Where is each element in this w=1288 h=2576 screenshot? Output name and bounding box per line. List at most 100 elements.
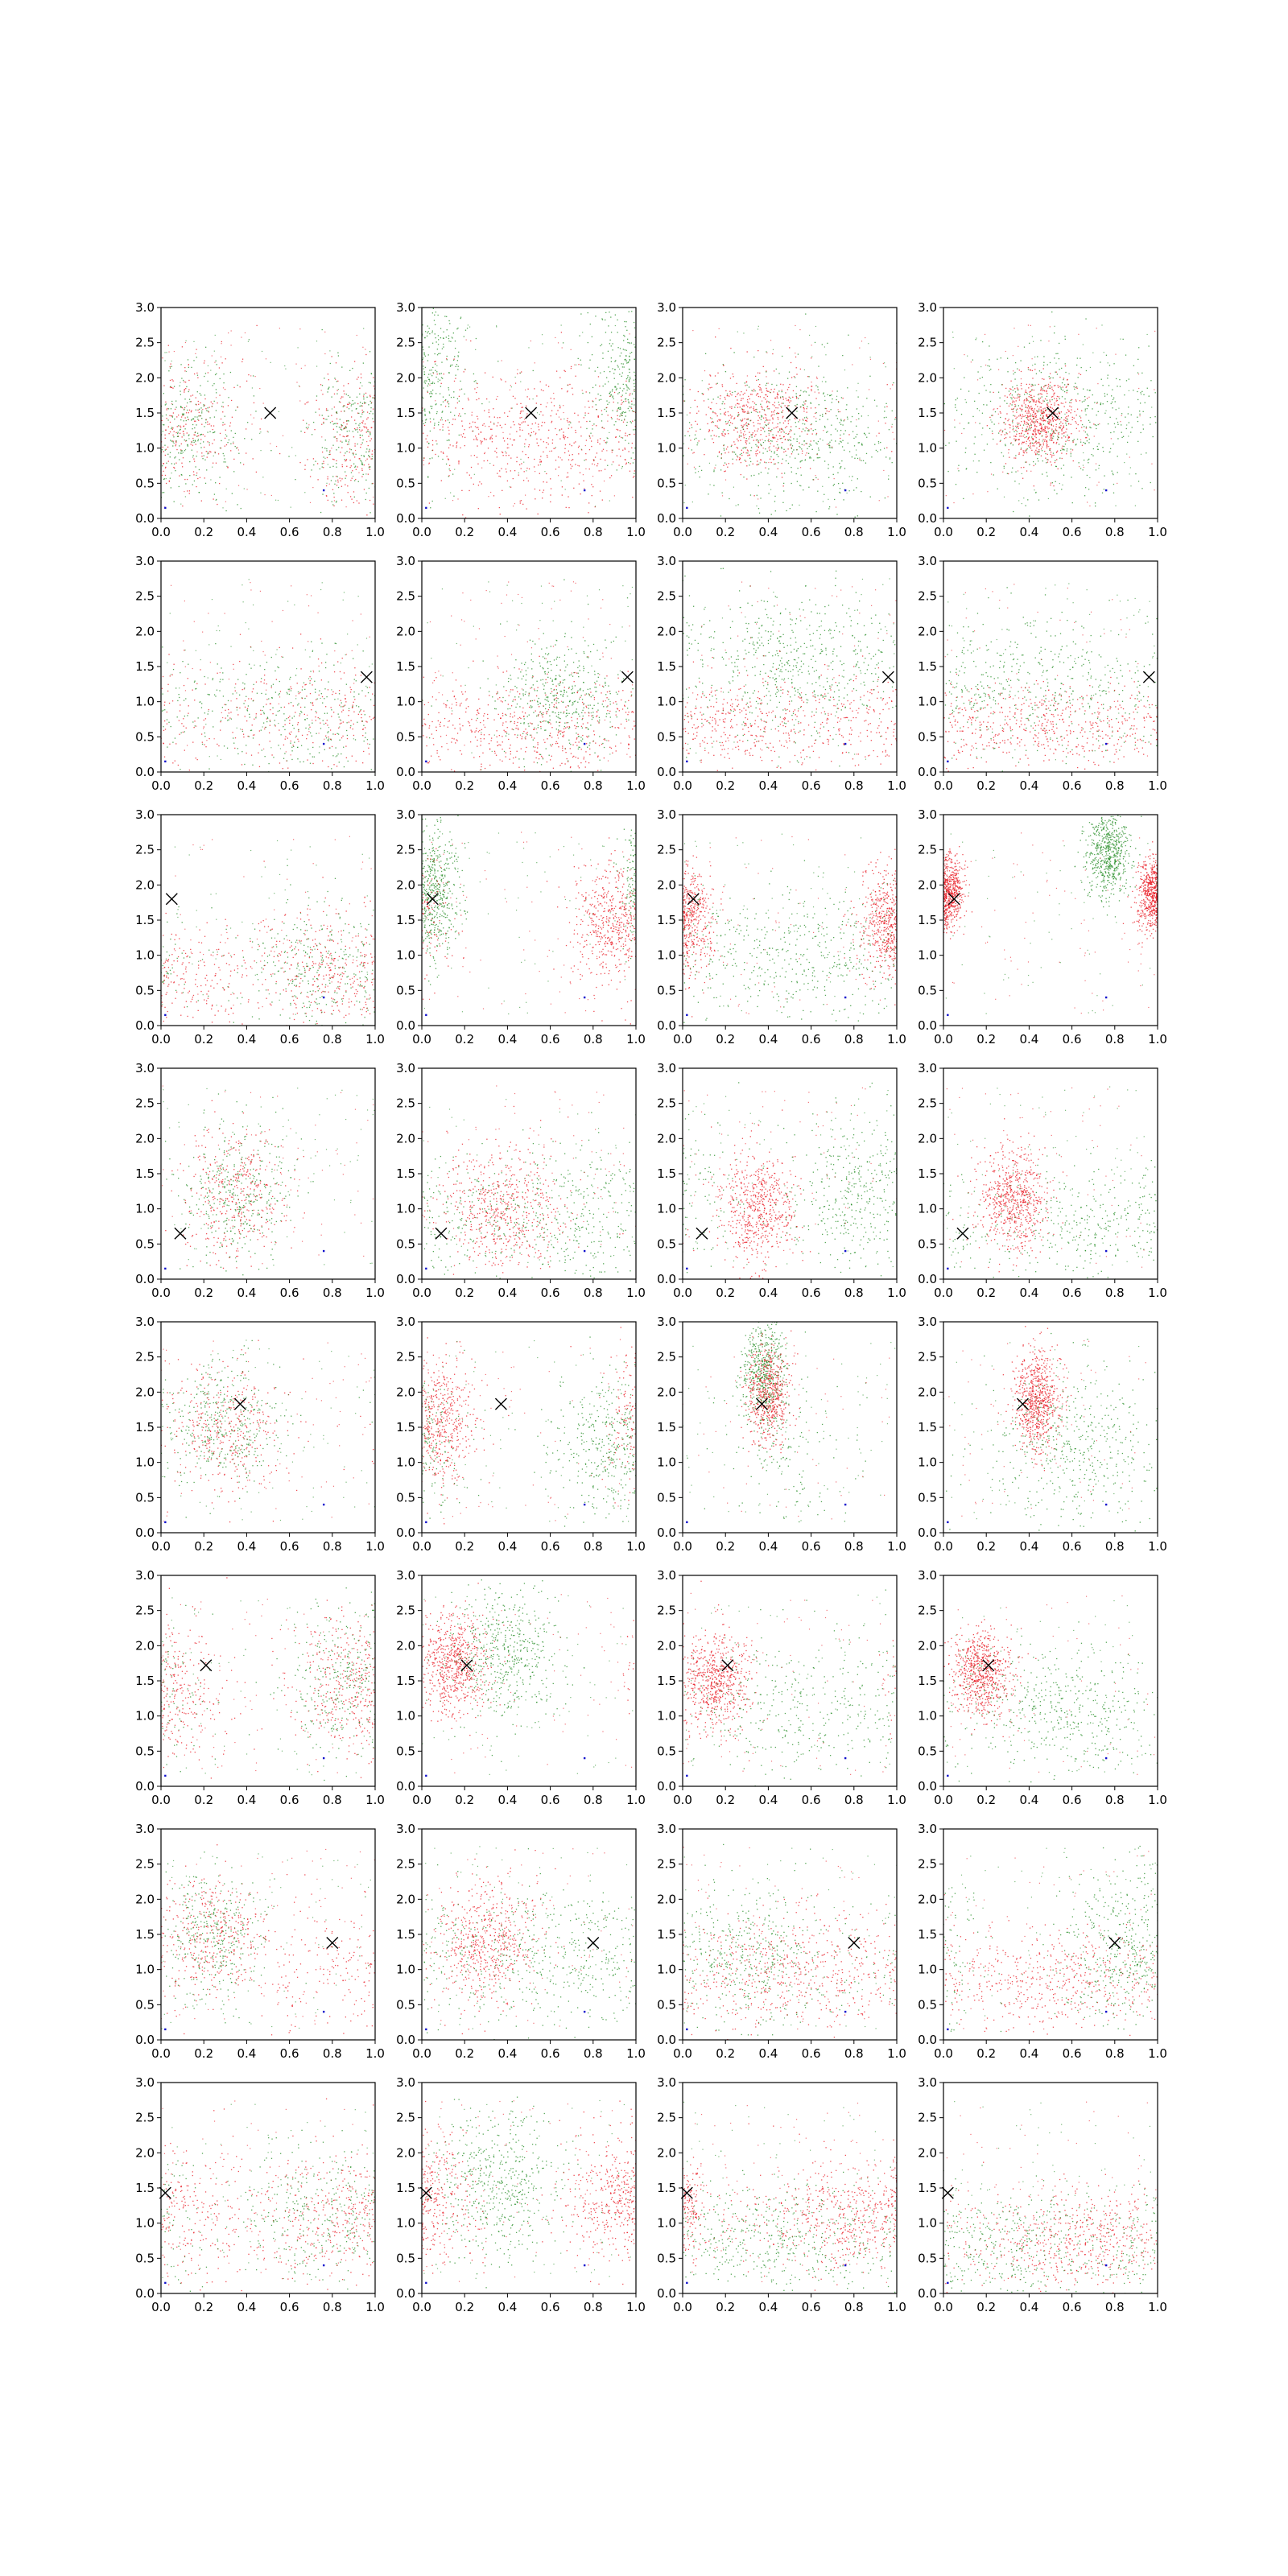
scatter-point bbox=[1035, 415, 1038, 417]
scatter-point bbox=[1063, 449, 1065, 451]
scatter-point bbox=[605, 441, 606, 444]
scatter-point bbox=[512, 421, 514, 423]
scatter-point bbox=[799, 419, 801, 421]
scatter-point bbox=[329, 350, 331, 352]
scatter-point bbox=[694, 434, 696, 436]
scatter-point bbox=[1076, 438, 1079, 440]
scatter-point bbox=[1061, 367, 1063, 369]
scatter-point bbox=[431, 444, 434, 446]
x-tick-label: 0.8 bbox=[323, 525, 342, 539]
scatter-point bbox=[318, 408, 320, 410]
scatter-point bbox=[448, 403, 450, 405]
scatter-point bbox=[477, 508, 479, 510]
scatter-point bbox=[741, 454, 743, 456]
scatter-point bbox=[1065, 371, 1067, 374]
scatter-point bbox=[354, 465, 357, 467]
scatter-point bbox=[718, 452, 720, 453]
scatter-point bbox=[1030, 424, 1032, 426]
scatter-point bbox=[1035, 449, 1037, 452]
scatter-point bbox=[494, 450, 496, 452]
scatter-point bbox=[597, 416, 599, 418]
scatter-point bbox=[747, 418, 749, 419]
scatter-point bbox=[1098, 481, 1100, 483]
scatter-point bbox=[424, 382, 427, 384]
scatter-point bbox=[241, 336, 242, 338]
scatter-point bbox=[325, 485, 328, 487]
scatter-point bbox=[747, 411, 749, 412]
scatter-point bbox=[343, 422, 345, 423]
scatter-point bbox=[323, 460, 324, 462]
scatter-point bbox=[711, 422, 712, 423]
scatter-point bbox=[787, 398, 790, 401]
scatter-point bbox=[1012, 467, 1013, 469]
y-tick-label: 1.5 bbox=[396, 406, 415, 420]
scatter-point bbox=[724, 462, 726, 464]
scatter-point bbox=[758, 473, 760, 475]
scatter-point bbox=[481, 467, 483, 469]
scatter-point bbox=[842, 482, 844, 484]
scatter-point bbox=[815, 477, 817, 479]
scatter-point bbox=[323, 418, 324, 419]
scatter-point bbox=[773, 437, 774, 439]
y-tick-label: 2.5 bbox=[918, 336, 937, 350]
scatter-point bbox=[291, 447, 293, 448]
scatter-point bbox=[1024, 436, 1026, 439]
scatter-point bbox=[1001, 384, 1003, 386]
scatter-point bbox=[174, 467, 175, 469]
scatter-point bbox=[1111, 395, 1113, 397]
scatter-point bbox=[589, 359, 591, 361]
scatter-point bbox=[510, 385, 511, 386]
scatter-point bbox=[1020, 467, 1022, 469]
scatter-point bbox=[184, 448, 187, 451]
scatter-point bbox=[1035, 400, 1038, 402]
scatter-point bbox=[758, 447, 759, 448]
scatter-point bbox=[1024, 421, 1026, 423]
scatter-point bbox=[475, 337, 477, 340]
scatter-point bbox=[1023, 415, 1025, 417]
scatter-point bbox=[357, 412, 359, 414]
scatter-point bbox=[817, 478, 819, 480]
scatter-point bbox=[755, 394, 758, 396]
x-tick-label: 0.2 bbox=[716, 525, 735, 539]
scatter-point bbox=[181, 452, 183, 454]
scatter-point bbox=[207, 431, 208, 433]
scatter-point bbox=[625, 380, 627, 382]
scatter-point bbox=[564, 370, 566, 373]
scatter-point bbox=[361, 462, 363, 464]
scatter-point bbox=[521, 407, 522, 408]
scatter-point bbox=[360, 710, 361, 712]
scatter-point bbox=[793, 449, 795, 451]
scatter-point bbox=[835, 440, 836, 442]
scatter-point bbox=[604, 408, 605, 411]
scatter-point bbox=[1034, 401, 1036, 402]
scatter-point bbox=[815, 420, 817, 423]
scatter-point bbox=[751, 434, 753, 436]
scatter-point bbox=[495, 398, 497, 400]
scatter-point bbox=[716, 420, 719, 422]
scatter-point bbox=[970, 361, 972, 363]
scatter-point bbox=[766, 395, 769, 398]
scatter-point bbox=[612, 389, 613, 390]
scatter-point bbox=[629, 356, 630, 357]
scatter-point bbox=[177, 700, 179, 702]
scatter-point bbox=[1030, 413, 1031, 415]
x-tick-label: 1.0 bbox=[887, 525, 906, 539]
scatter-point bbox=[188, 398, 191, 400]
scatter-point bbox=[871, 456, 873, 458]
scatter-point bbox=[709, 407, 712, 410]
scatter-point bbox=[777, 444, 778, 446]
scatter-point bbox=[213, 493, 216, 495]
scatter-point bbox=[1027, 366, 1030, 369]
scatter-point bbox=[553, 398, 555, 400]
scatter-point bbox=[1037, 356, 1038, 357]
scatter-point bbox=[784, 438, 786, 440]
scatter-point bbox=[607, 403, 609, 405]
scatter-point bbox=[1049, 361, 1051, 364]
scatter-point bbox=[350, 472, 353, 473]
scatter-point bbox=[343, 428, 345, 430]
scatter-point bbox=[713, 469, 715, 471]
scatter-point bbox=[1029, 446, 1030, 448]
scatter-point bbox=[309, 476, 312, 477]
scatter-point bbox=[845, 408, 847, 411]
scatter-point bbox=[588, 502, 590, 504]
